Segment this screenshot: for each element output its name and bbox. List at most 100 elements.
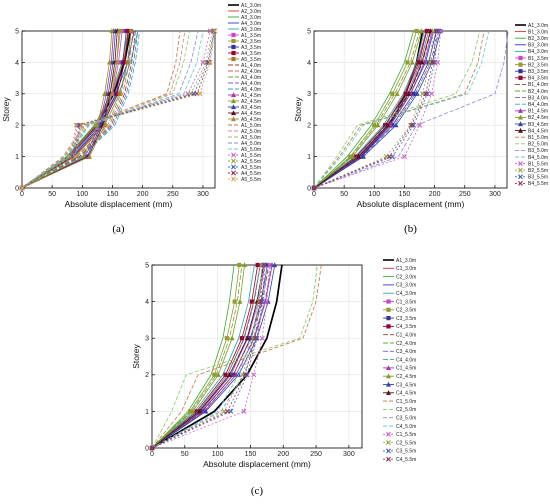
y-tick-label: 2 bbox=[307, 123, 311, 130]
y-axis-label: Storey bbox=[293, 96, 303, 121]
y-tick-label: 1 bbox=[15, 154, 19, 161]
legend-entry: A5_3.5m bbox=[241, 57, 261, 63]
data-point bbox=[242, 262, 248, 268]
series-line bbox=[21, 30, 127, 189]
data-point bbox=[264, 299, 270, 305]
legend-entry: B4_3.5m bbox=[528, 76, 548, 82]
data-point bbox=[94, 122, 100, 128]
series-line bbox=[21, 30, 215, 189]
data-point bbox=[224, 336, 229, 341]
legend-entry: A1_3.0m bbox=[396, 258, 416, 264]
series-line bbox=[313, 30, 481, 189]
legend-entry: B4_4.5m bbox=[528, 128, 548, 134]
legend-entry: B2_3.0m bbox=[528, 36, 548, 42]
series-line bbox=[151, 264, 318, 449]
legend-entry: A2_4.0m bbox=[241, 69, 261, 75]
legend-entry: B1_5.0m bbox=[528, 135, 548, 141]
data-point bbox=[254, 335, 260, 341]
y-tick-label: 4 bbox=[145, 299, 149, 306]
series-line bbox=[21, 30, 215, 189]
legend-entry: B1_4.5m bbox=[528, 109, 548, 115]
data-point bbox=[149, 445, 155, 451]
legend-entry: A2_4.5m bbox=[241, 99, 261, 105]
series-line bbox=[313, 30, 485, 189]
x-tick-label: 150 bbox=[107, 191, 119, 198]
data-point bbox=[401, 154, 407, 160]
legend-entry: C2_3.5m bbox=[396, 308, 416, 314]
legend-marker bbox=[386, 440, 391, 446]
legend-marker bbox=[386, 307, 391, 312]
data-point bbox=[348, 154, 353, 159]
legend-entry: A1_4.0m bbox=[241, 63, 261, 69]
data-point bbox=[126, 28, 131, 34]
legend-entry: B3_5.5m bbox=[528, 175, 548, 181]
legend-entry: B2_5.0m bbox=[528, 142, 548, 148]
data-point bbox=[197, 91, 203, 97]
data-point bbox=[224, 408, 230, 414]
series-line bbox=[21, 30, 136, 189]
data-point bbox=[109, 91, 115, 96]
y-tick-label: 4 bbox=[15, 60, 19, 67]
legend-entry: B1_3.0m bbox=[528, 29, 548, 35]
x-tick-label: 200 bbox=[137, 191, 149, 198]
series-line bbox=[21, 30, 186, 189]
legend-entry: A4_3.0m bbox=[241, 21, 261, 27]
legend-marker bbox=[231, 170, 236, 176]
data-point bbox=[244, 372, 250, 378]
data-point bbox=[215, 372, 221, 377]
data-point bbox=[354, 154, 359, 159]
series-line bbox=[313, 30, 428, 189]
legend-entry: C1_3.5m bbox=[396, 299, 416, 305]
legend-marker bbox=[386, 390, 391, 395]
data-point bbox=[360, 153, 366, 159]
series-line bbox=[313, 30, 414, 189]
x-tick-label: 300 bbox=[197, 191, 209, 198]
legend-marker bbox=[386, 365, 391, 370]
legend-entry: A3_3.5m bbox=[241, 45, 261, 51]
data-point bbox=[272, 262, 278, 268]
legend-marker bbox=[231, 56, 236, 62]
series-line bbox=[21, 30, 141, 189]
data-point bbox=[265, 262, 270, 268]
data-point bbox=[251, 372, 257, 378]
x-tick-label: 200 bbox=[429, 191, 441, 198]
data-point bbox=[207, 59, 213, 65]
data-point bbox=[78, 122, 83, 128]
data-point bbox=[266, 262, 272, 268]
data-point bbox=[212, 372, 217, 377]
data-point bbox=[117, 91, 122, 96]
series-line bbox=[21, 30, 116, 189]
legend-marker bbox=[518, 167, 523, 173]
legend-marker bbox=[518, 75, 523, 80]
legend-marker bbox=[386, 431, 391, 437]
data-point bbox=[252, 335, 258, 341]
legend-entry: B1_4.0m bbox=[528, 82, 548, 88]
legend-entry: A2_3.5m bbox=[241, 39, 261, 45]
legend-entry: C2_3.0m bbox=[396, 274, 416, 280]
data-point bbox=[385, 122, 391, 128]
series-line bbox=[313, 30, 490, 189]
legend-marker bbox=[518, 161, 523, 167]
data-point bbox=[259, 299, 265, 305]
legend-entry: B3_5.0m bbox=[528, 148, 548, 154]
series-line bbox=[151, 264, 268, 449]
legend-entry: B2_4.5m bbox=[528, 115, 548, 121]
legend-marker bbox=[231, 44, 236, 50]
x-tick-label: 300 bbox=[489, 191, 501, 198]
legend-entry: B1_3.5m bbox=[528, 56, 548, 62]
series-line bbox=[313, 30, 425, 189]
series-line bbox=[151, 264, 273, 449]
data-point bbox=[430, 59, 436, 65]
plot-frame bbox=[21, 30, 216, 189]
data-point bbox=[190, 408, 196, 414]
legend-entry: A1_3.5m bbox=[241, 33, 261, 39]
data-point bbox=[419, 59, 425, 65]
series-line bbox=[313, 30, 442, 189]
legend-marker bbox=[231, 164, 236, 170]
data-point bbox=[386, 154, 392, 160]
series-line bbox=[151, 264, 255, 449]
data-point bbox=[257, 299, 263, 305]
legend-entry: A5_5.0m bbox=[241, 147, 261, 153]
data-point bbox=[311, 185, 317, 191]
series-line bbox=[151, 264, 261, 449]
